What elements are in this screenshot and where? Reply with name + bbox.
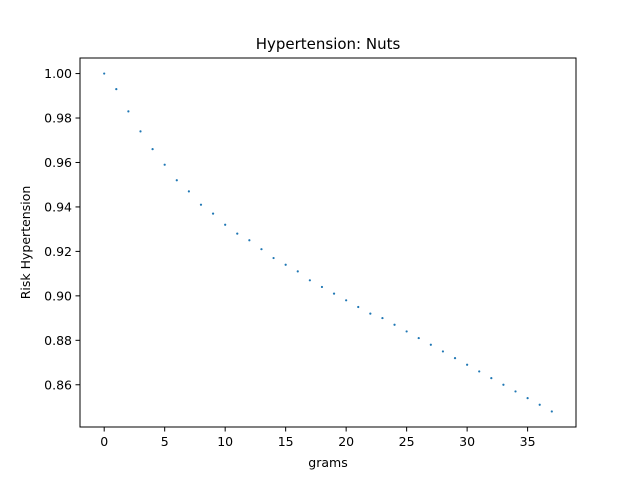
y-tick-label: 0.90 <box>44 288 72 303</box>
data-point <box>441 350 445 353</box>
data-points <box>103 72 553 413</box>
x-axis-label: grams <box>308 455 347 470</box>
data-point <box>199 203 203 206</box>
y-tick-label: 0.94 <box>44 199 72 214</box>
x-axis: 0 5 10 15 20 25 30 35 <box>100 427 536 449</box>
data-point <box>332 292 336 295</box>
y-tick-label: 0.86 <box>44 377 72 392</box>
data-point <box>345 299 348 302</box>
data-point <box>393 323 396 326</box>
data-point <box>357 305 360 309</box>
data-point <box>405 330 408 333</box>
x-tick-label: 0 <box>100 434 108 449</box>
data-point <box>308 279 311 282</box>
x-tick-label: 10 <box>217 434 233 449</box>
y-tick-label: 0.96 <box>44 155 72 170</box>
x-tick-label: 15 <box>278 434 294 449</box>
y-tick-label: 1.00 <box>44 66 72 81</box>
data-point <box>478 370 481 373</box>
data-point <box>550 410 553 413</box>
data-point <box>538 403 541 406</box>
data-point <box>224 223 227 226</box>
data-point <box>139 130 142 133</box>
data-point <box>248 239 251 242</box>
data-point <box>502 383 505 386</box>
x-tick-label: 30 <box>459 434 475 449</box>
data-point <box>284 263 287 266</box>
data-point <box>127 110 130 113</box>
x-tick-label: 25 <box>399 434 415 449</box>
data-point <box>514 390 517 393</box>
plot-frame <box>79 57 577 428</box>
data-point <box>429 343 432 346</box>
data-point <box>369 312 372 315</box>
data-point <box>272 256 275 260</box>
data-point <box>115 88 118 91</box>
y-tick-label: 0.92 <box>44 244 72 259</box>
data-point <box>453 356 457 360</box>
data-point <box>151 148 154 151</box>
data-point <box>417 336 420 340</box>
y-axis: 0.86 0.88 0.90 0.92 0.94 0.96 0.98 1.00 <box>44 66 80 392</box>
x-tick-label: 5 <box>161 434 169 449</box>
data-point <box>211 212 215 215</box>
data-point <box>296 270 299 273</box>
chart-title: Hypertension: Nuts <box>256 35 401 53</box>
data-point <box>320 285 324 289</box>
data-point <box>175 179 178 182</box>
y-tick-label: 0.98 <box>44 111 72 126</box>
y-tick-label: 0.88 <box>44 333 72 348</box>
data-point <box>381 316 384 320</box>
data-point <box>187 190 190 193</box>
data-point <box>466 363 469 366</box>
x-tick-label: 20 <box>338 434 354 449</box>
data-point <box>103 72 106 75</box>
data-point <box>260 248 263 251</box>
data-point <box>490 376 493 380</box>
data-point <box>236 232 239 235</box>
data-point <box>526 397 529 400</box>
y-axis-label: Risk Hypertension <box>18 186 33 300</box>
data-point <box>163 163 166 166</box>
x-tick-label: 35 <box>520 434 536 449</box>
